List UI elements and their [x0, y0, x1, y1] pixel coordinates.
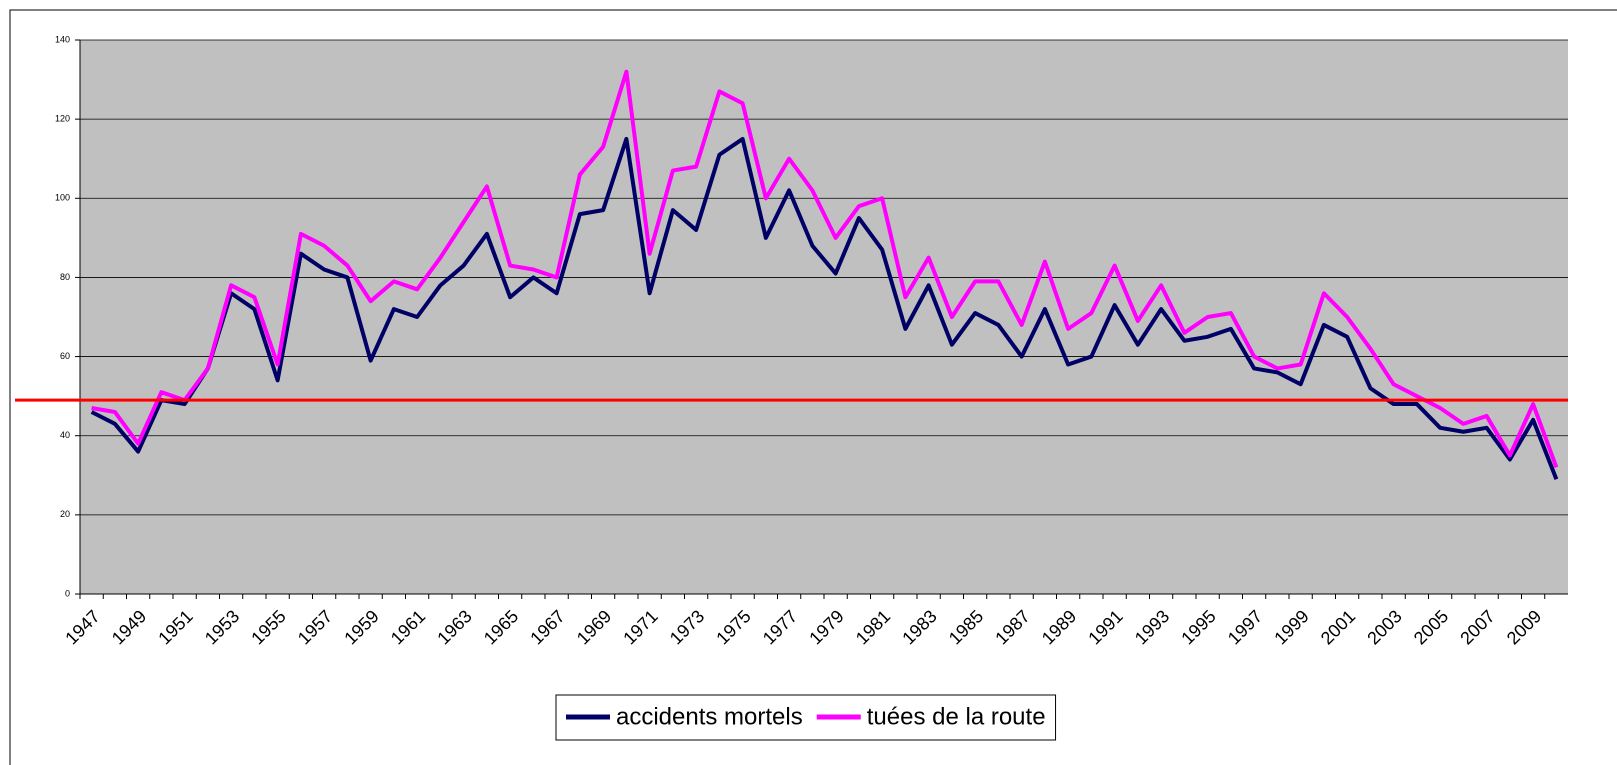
y-tick-label: 120: [55, 114, 70, 124]
y-tick-label: 20: [60, 509, 70, 519]
legend: accidents mortels tuées de la route: [555, 694, 1057, 741]
legend-label: tuées de la route: [867, 703, 1046, 730]
legend-label: accidents mortels: [616, 703, 803, 730]
series-line: [91, 69, 1559, 469]
series-line: [90, 136, 1559, 480]
y-tick-label: 80: [60, 272, 70, 282]
y-tick-label: 100: [55, 193, 70, 203]
legend-box: [555, 694, 1057, 741]
y-tick-label: 60: [60, 351, 70, 361]
y-tick-label: 40: [60, 430, 70, 440]
plot-area: [80, 40, 1568, 594]
y-tick-label: 140: [55, 34, 70, 44]
y-tick-label: 0: [65, 588, 70, 598]
